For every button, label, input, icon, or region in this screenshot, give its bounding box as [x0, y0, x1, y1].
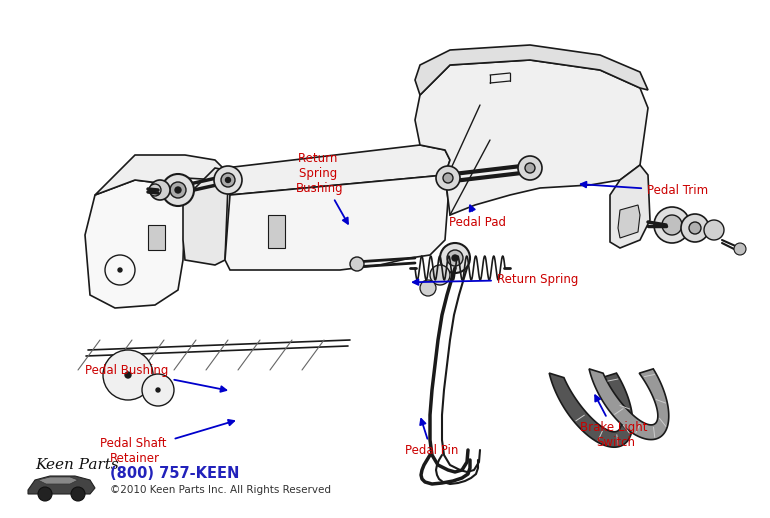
Circle shape [436, 166, 460, 190]
Circle shape [420, 280, 436, 296]
Polygon shape [415, 45, 648, 95]
Circle shape [681, 214, 709, 242]
Text: Pedal Pin: Pedal Pin [404, 419, 458, 457]
Text: Pedal Trim: Pedal Trim [581, 182, 708, 197]
Polygon shape [28, 476, 95, 494]
Circle shape [350, 257, 364, 271]
Text: Keen Parts: Keen Parts [35, 458, 119, 472]
Circle shape [734, 243, 746, 255]
Polygon shape [183, 168, 228, 265]
Circle shape [525, 163, 535, 173]
Circle shape [71, 487, 85, 501]
Circle shape [440, 243, 470, 273]
Circle shape [518, 156, 542, 180]
Circle shape [150, 180, 170, 200]
Circle shape [118, 268, 122, 272]
Polygon shape [415, 60, 648, 215]
Polygon shape [38, 477, 78, 484]
Polygon shape [268, 215, 285, 248]
Circle shape [125, 372, 131, 378]
Polygon shape [95, 155, 225, 195]
Polygon shape [220, 145, 450, 195]
Polygon shape [225, 175, 448, 270]
Circle shape [452, 255, 458, 261]
Circle shape [170, 182, 186, 198]
Circle shape [156, 388, 160, 392]
Circle shape [689, 222, 701, 234]
Text: Pedal Shaft 
Retainer: Pedal Shaft Retainer [99, 420, 234, 465]
Circle shape [654, 207, 690, 243]
Circle shape [226, 178, 230, 182]
Circle shape [142, 374, 174, 406]
Text: Pedal Pad: Pedal Pad [449, 206, 506, 229]
Circle shape [214, 166, 242, 194]
Circle shape [662, 215, 682, 235]
Circle shape [704, 220, 724, 240]
Circle shape [103, 350, 153, 400]
Circle shape [162, 174, 194, 206]
Circle shape [175, 187, 181, 193]
Circle shape [443, 173, 453, 183]
Text: (800) 757-KEEN: (800) 757-KEEN [110, 466, 239, 481]
Circle shape [149, 184, 161, 196]
Polygon shape [589, 369, 669, 440]
Polygon shape [610, 165, 650, 248]
Polygon shape [618, 205, 640, 238]
Text: Return Spring: Return Spring [413, 273, 578, 286]
Text: Return 
Spring 
Bushing: Return Spring Bushing [296, 152, 348, 224]
Polygon shape [148, 225, 165, 250]
Circle shape [447, 250, 463, 266]
Circle shape [38, 487, 52, 501]
Text: Pedal Bushing: Pedal Bushing [85, 364, 226, 392]
Text: ©2010 Keen Parts Inc. All Rights Reserved: ©2010 Keen Parts Inc. All Rights Reserve… [110, 485, 331, 495]
Polygon shape [549, 373, 633, 447]
Polygon shape [85, 180, 185, 308]
Text: Brake Light 
Switch: Brake Light Switch [581, 395, 651, 449]
Circle shape [430, 265, 450, 285]
Circle shape [221, 173, 235, 187]
